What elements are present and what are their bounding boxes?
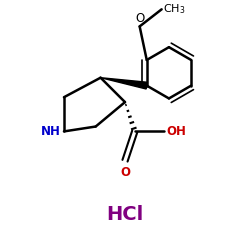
Text: O: O <box>120 166 130 179</box>
Polygon shape <box>100 78 147 89</box>
Text: HCl: HCl <box>106 205 144 224</box>
Text: OH: OH <box>166 125 186 138</box>
Text: NH: NH <box>41 125 61 138</box>
Text: CH$_3$: CH$_3$ <box>163 2 185 16</box>
Text: O: O <box>135 12 144 25</box>
